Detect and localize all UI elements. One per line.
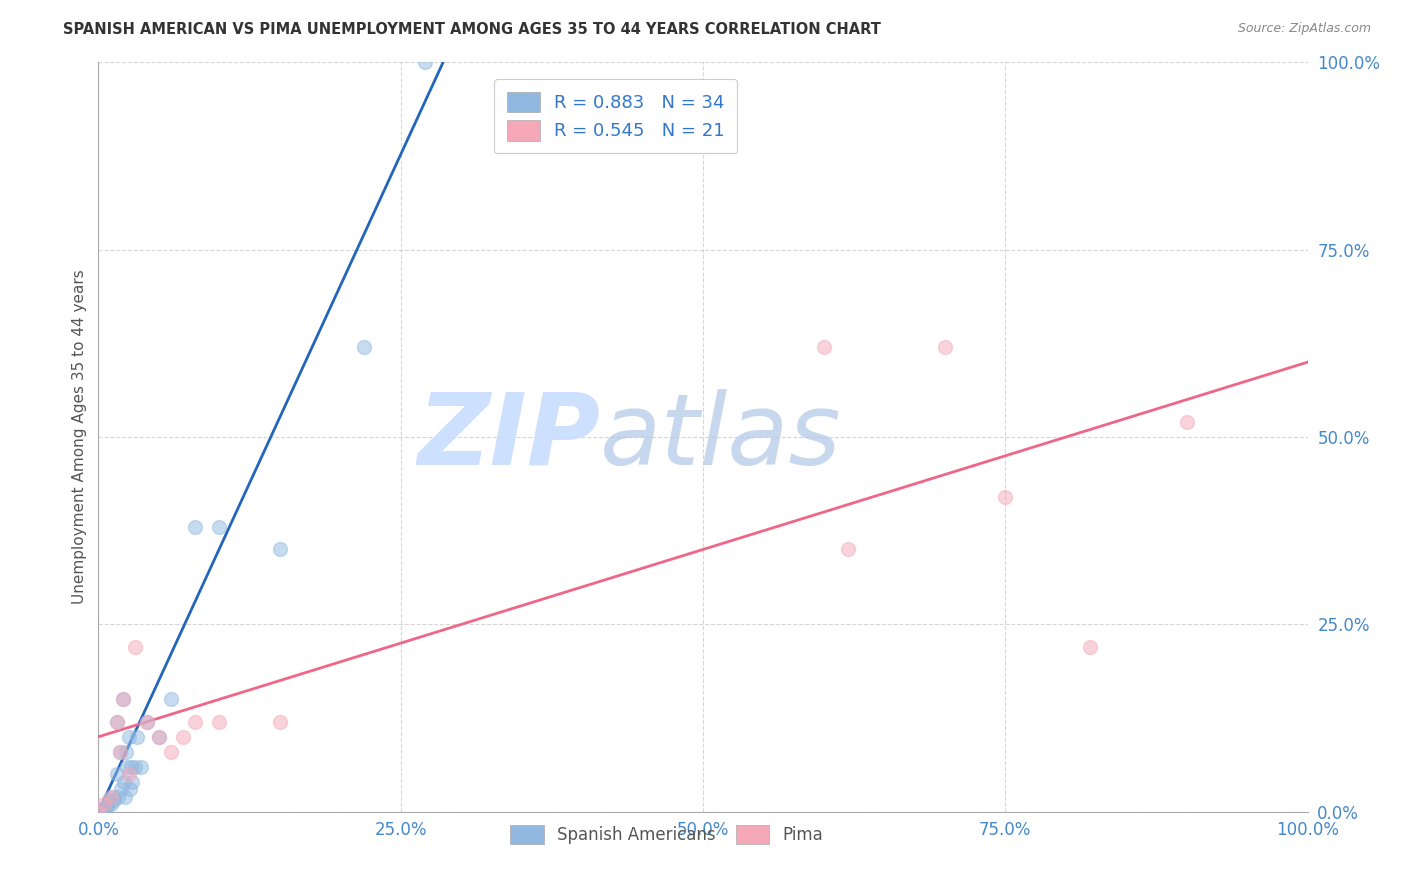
- Point: [91, 802, 114, 816]
- Point: [148, 730, 170, 744]
- Point: [837, 542, 859, 557]
- Point: [118, 767, 141, 781]
- Point: [100, 797, 122, 812]
- Point: [107, 789, 129, 804]
- Point: [208, 714, 231, 729]
- Point: [87, 805, 110, 819]
- Point: [269, 542, 291, 557]
- Legend: Spanish Americans, Pima: Spanish Americans, Pima: [502, 816, 831, 852]
- Point: [112, 774, 135, 789]
- Point: [413, 55, 436, 70]
- Y-axis label: Unemployment Among Ages 35 to 44 years: Unemployment Among Ages 35 to 44 years: [72, 269, 87, 605]
- Point: [129, 760, 152, 774]
- Point: [105, 714, 128, 729]
- Point: [101, 789, 124, 804]
- Point: [118, 730, 141, 744]
- Point: [87, 805, 110, 819]
- Point: [1078, 640, 1101, 654]
- Point: [98, 793, 121, 807]
- Point: [105, 714, 128, 729]
- Point: [1175, 415, 1198, 429]
- Point: [103, 793, 125, 807]
- Text: ZIP: ZIP: [418, 389, 600, 485]
- Text: atlas: atlas: [600, 389, 842, 485]
- Point: [121, 774, 143, 789]
- Point: [160, 692, 183, 706]
- Point: [115, 745, 138, 759]
- Point: [120, 760, 142, 774]
- Point: [97, 797, 120, 812]
- Point: [108, 745, 131, 759]
- Point: [269, 714, 291, 729]
- Text: SPANISH AMERICAN VS PIMA UNEMPLOYMENT AMONG AGES 35 TO 44 YEARS CORRELATION CHAR: SPANISH AMERICAN VS PIMA UNEMPLOYMENT AM…: [63, 22, 882, 37]
- Point: [105, 767, 128, 781]
- Point: [110, 782, 132, 797]
- Point: [96, 798, 118, 813]
- Point: [93, 797, 115, 812]
- Point: [108, 745, 131, 759]
- Point: [124, 760, 146, 774]
- Text: Source: ZipAtlas.com: Source: ZipAtlas.com: [1237, 22, 1371, 36]
- Point: [100, 789, 122, 804]
- Point: [160, 745, 183, 759]
- Point: [124, 640, 146, 654]
- Point: [127, 730, 149, 744]
- Point: [135, 714, 157, 729]
- Point: [172, 730, 194, 744]
- Point: [111, 692, 134, 706]
- Point: [111, 692, 134, 706]
- Point: [114, 789, 136, 804]
- Point: [208, 520, 231, 534]
- Point: [118, 782, 141, 797]
- Point: [93, 801, 115, 815]
- Point: [117, 760, 139, 774]
- Point: [934, 340, 956, 354]
- Point: [994, 490, 1017, 504]
- Point: [184, 520, 207, 534]
- Point: [135, 714, 157, 729]
- Point: [148, 730, 170, 744]
- Point: [813, 340, 835, 354]
- Point: [353, 340, 375, 354]
- Point: [184, 714, 207, 729]
